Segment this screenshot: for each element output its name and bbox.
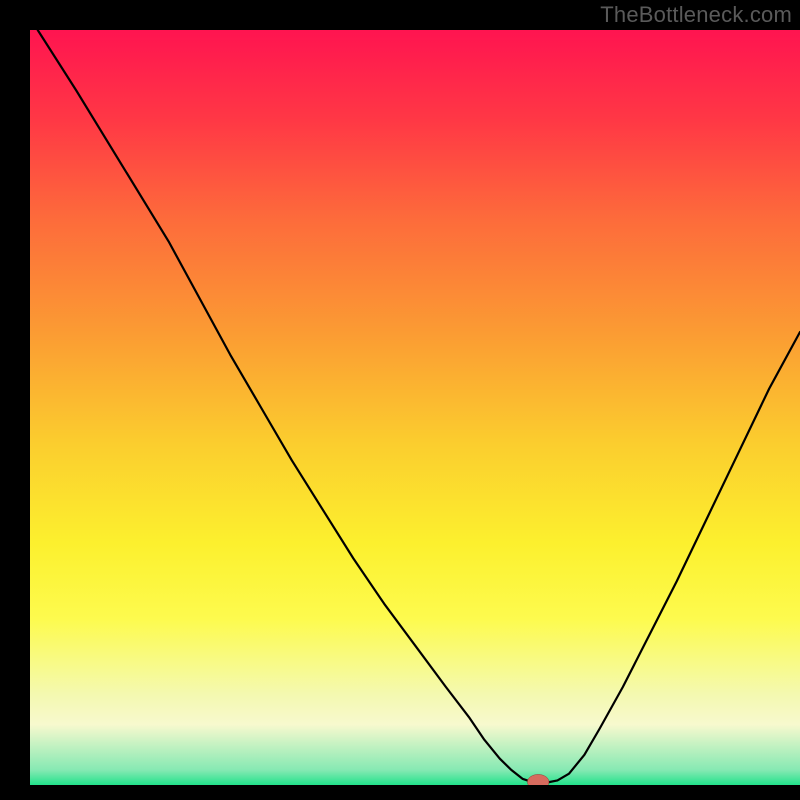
chart-background bbox=[30, 30, 800, 785]
watermark-text: TheBottleneck.com bbox=[600, 2, 792, 28]
bottleneck-chart bbox=[30, 30, 800, 785]
chart-svg bbox=[30, 30, 800, 785]
